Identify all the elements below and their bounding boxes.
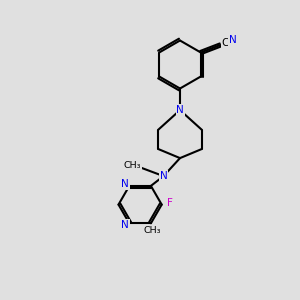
Text: N: N: [160, 171, 167, 181]
Text: F: F: [167, 198, 173, 208]
Text: N: N: [176, 105, 184, 115]
Text: N: N: [121, 220, 129, 230]
Text: N: N: [121, 179, 129, 189]
Text: N: N: [229, 35, 237, 45]
Text: CH₃: CH₃: [124, 161, 141, 170]
Text: C: C: [222, 38, 229, 48]
Text: CH₃: CH₃: [144, 226, 161, 235]
